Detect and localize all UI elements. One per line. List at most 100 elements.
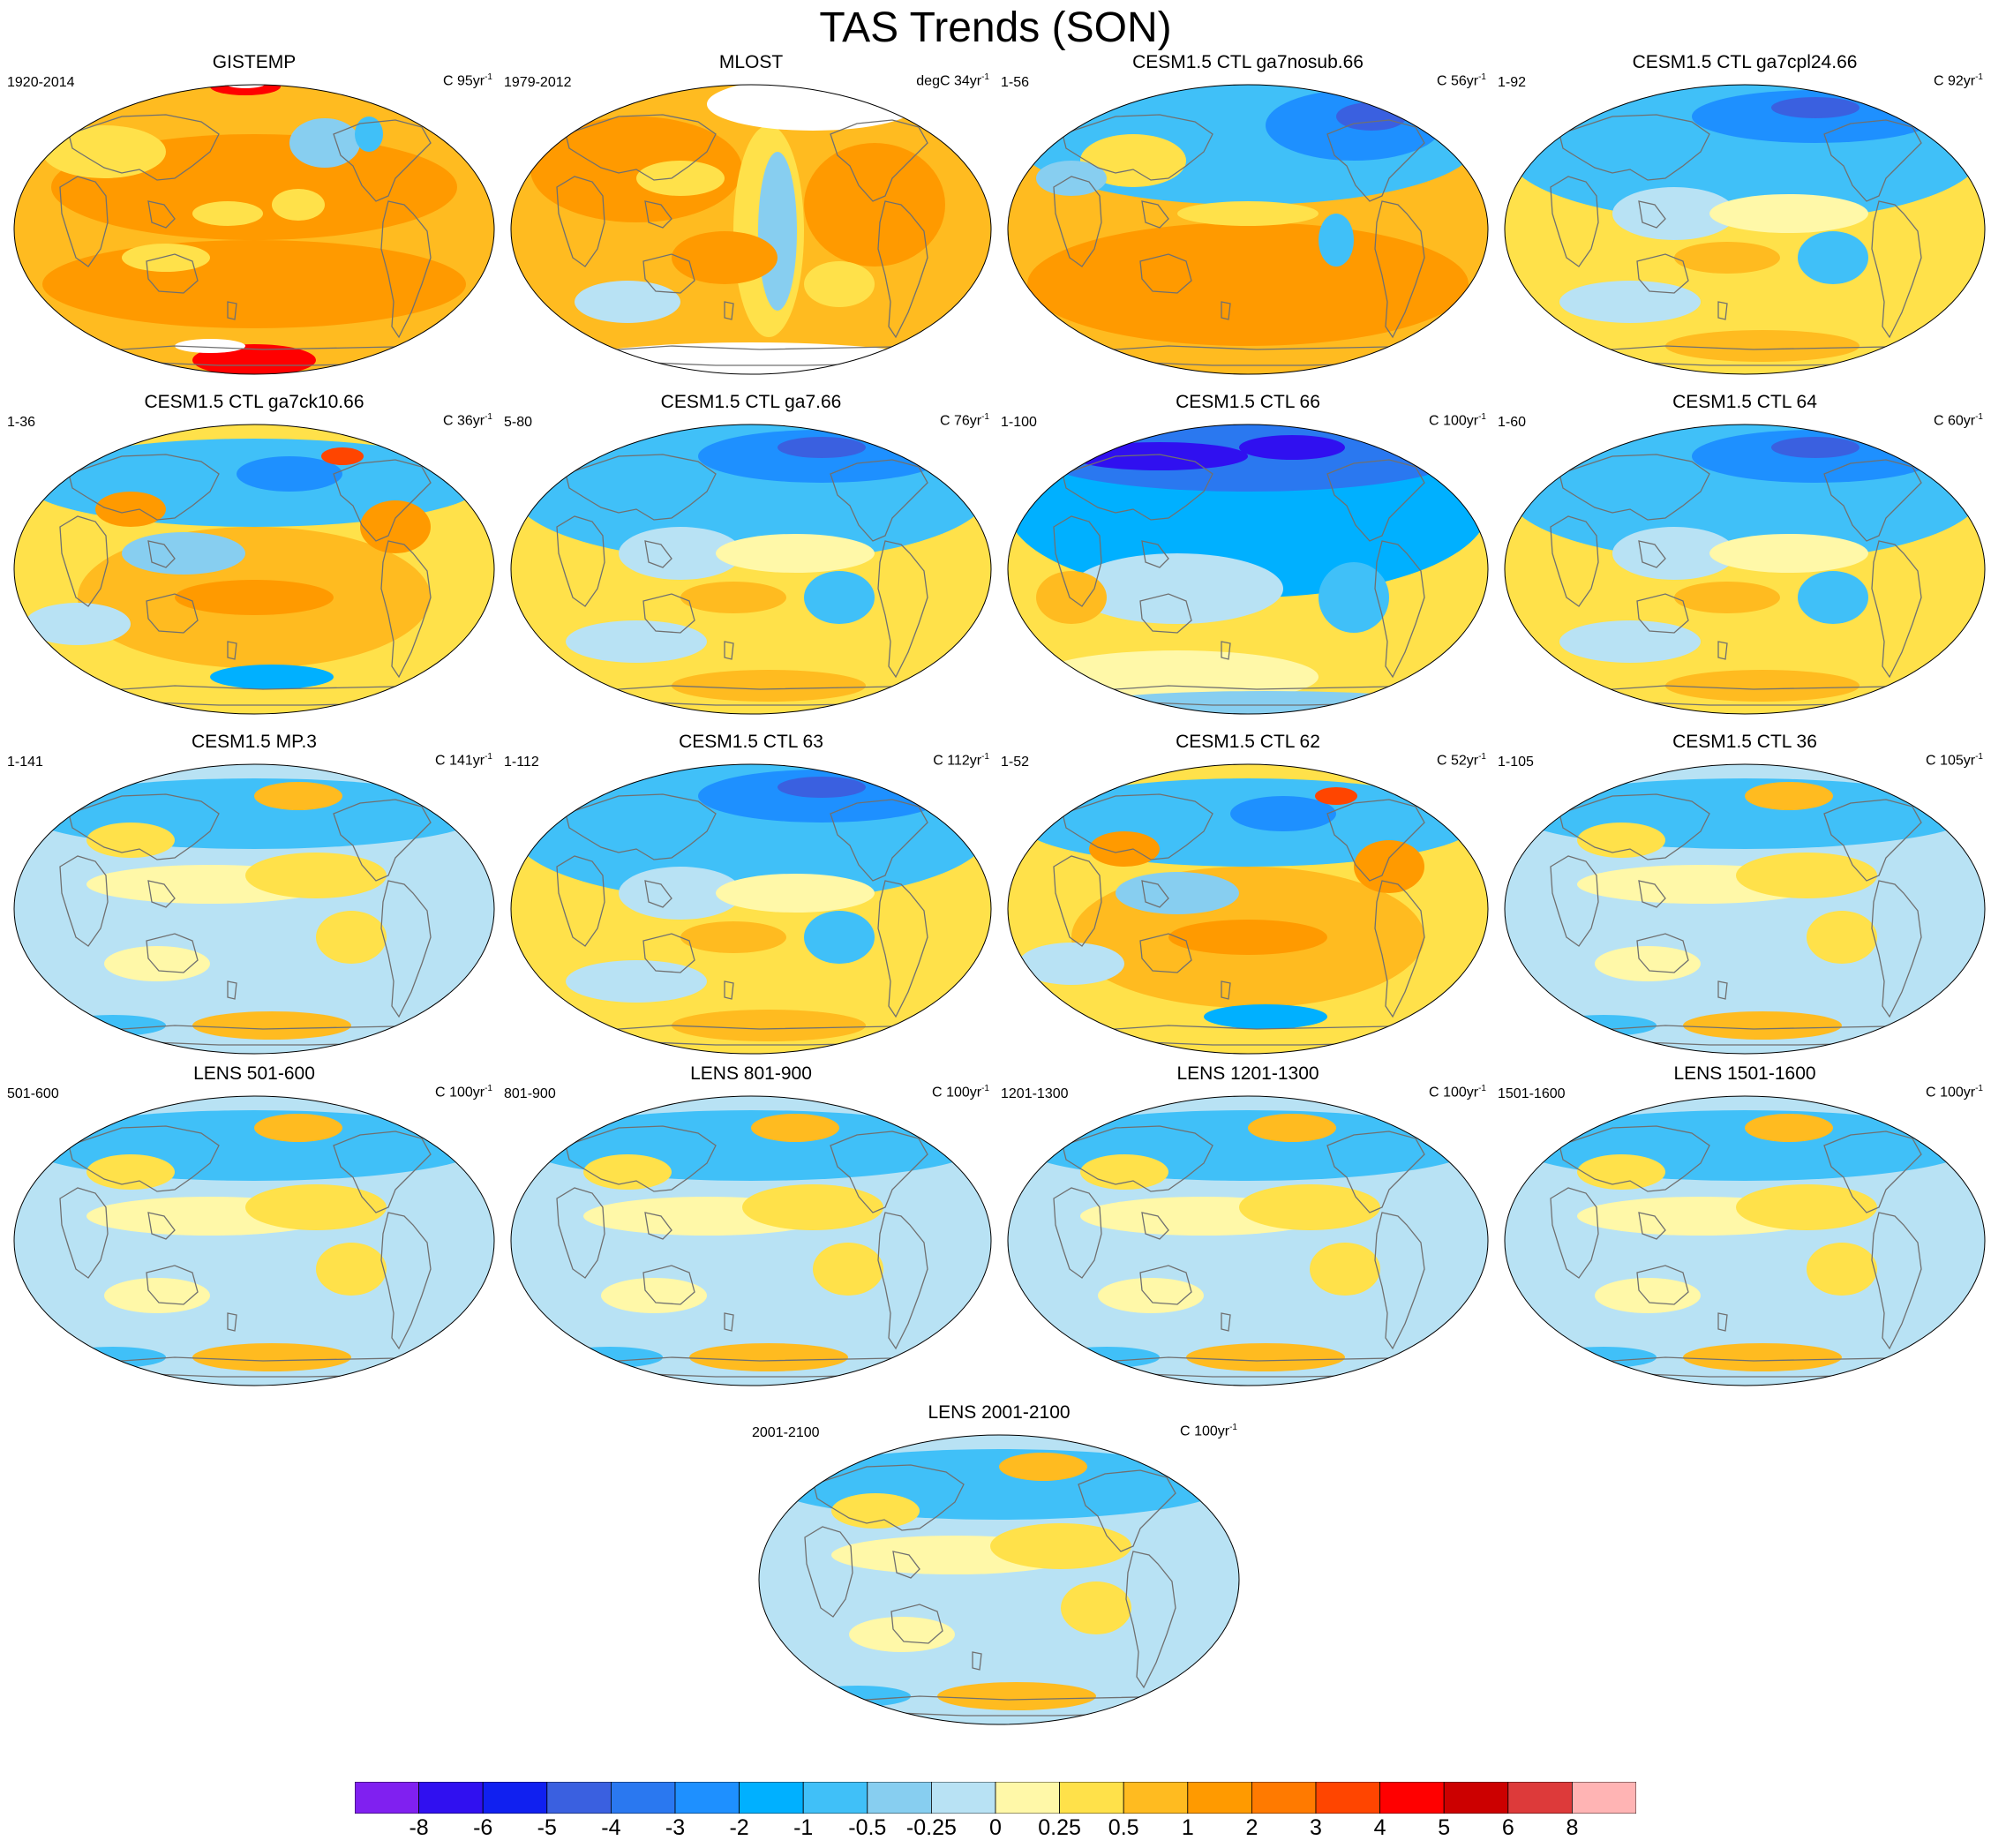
- per-unit-exponent: -1: [981, 1084, 989, 1093]
- trend-map: [1007, 763, 1489, 1055]
- trend-region: [1771, 97, 1860, 118]
- panel-period: 801-900: [504, 1086, 556, 1101]
- map-panel: CESM1.5 CTL ga7ck10.66 1-36 C 36yr-1: [7, 391, 501, 719]
- units-label: C: [1436, 753, 1447, 769]
- per-unit-exponent: -1: [981, 72, 989, 82]
- trend-region: [566, 620, 707, 663]
- colorbar-swatch: [1572, 1782, 1636, 1814]
- colorbar-tick-label: 0: [989, 1815, 1002, 1840]
- trend-region: [1612, 187, 1736, 240]
- colorbar-swatch: [1443, 1782, 1509, 1814]
- trend-region: [60, 1015, 166, 1036]
- trend-map: [510, 84, 992, 375]
- map-border: [13, 763, 495, 1055]
- trend-region: [360, 500, 431, 553]
- trend-region: [1027, 222, 1469, 346]
- colorbar-tick-label: 6: [1501, 1815, 1514, 1840]
- trend-region: [1665, 330, 1860, 362]
- trend-region: [1771, 437, 1860, 458]
- trend-region: [557, 1347, 663, 1368]
- panel-period: 5-80: [504, 415, 533, 430]
- trend-region: [1080, 1154, 1168, 1190]
- per-unit-exponent: -1: [1478, 412, 1486, 422]
- colorbar-tick-label: -2: [729, 1815, 749, 1840]
- trend-years: 105: [1940, 753, 1964, 769]
- trend-region: [272, 189, 325, 221]
- trend-region: [636, 161, 725, 196]
- map-border: [1007, 424, 1489, 715]
- trend-region: [831, 1493, 920, 1529]
- colorbar-swatch: [1187, 1782, 1252, 1814]
- panel-period: 1979-2012: [504, 75, 572, 90]
- map-panel: LENS 801-900 801-900 C 100yr-1: [504, 1063, 998, 1391]
- panel-units: C 60yr-1: [1934, 409, 1983, 430]
- panel-units: C 100yr-1: [435, 1080, 492, 1101]
- trend-map: [1504, 1095, 1986, 1386]
- trend-years: 60: [1947, 413, 1964, 429]
- panel-period: 1-105: [1498, 755, 1534, 770]
- per-unit-exponent: -1: [981, 412, 989, 422]
- panel-title: LENS 1501-1600: [1673, 1063, 1816, 1084]
- colorbar-tick-label: -4: [601, 1815, 621, 1840]
- panel-title: CESM1.5 CTL ga7cpl24.66: [1632, 52, 1858, 72]
- colorbar-tick-label: -1: [793, 1815, 814, 1840]
- colorbar-tick-label: -0.5: [848, 1815, 887, 1840]
- trend-map: [1504, 763, 1986, 1055]
- trend-region: [42, 240, 466, 328]
- units-label: C: [1180, 1424, 1191, 1439]
- trend-region: [1612, 527, 1736, 580]
- trend-region: [237, 456, 342, 492]
- panel-title: CESM1.5 CTL 64: [1672, 392, 1817, 412]
- trend-region: [1354, 840, 1424, 893]
- per-unit-exponent: -1: [485, 752, 492, 762]
- trend-years: 92: [1947, 73, 1964, 89]
- panel-title: LENS 2001-2100: [928, 1402, 1071, 1423]
- trend-region: [751, 1114, 839, 1142]
- per-unit-exponent: -1: [485, 412, 492, 422]
- trend-year-unit: yr: [1466, 753, 1479, 769]
- trend-region: [1559, 281, 1701, 323]
- panel-period: 1-100: [1001, 415, 1037, 430]
- trend-year-unit: yr: [472, 413, 485, 429]
- trend-region: [1674, 242, 1780, 274]
- trend-region: [804, 571, 875, 624]
- colorbar-swatch: [867, 1782, 932, 1814]
- trend-region: [566, 960, 707, 1003]
- colorbar-tick-label: 5: [1438, 1815, 1451, 1840]
- trend-region: [1736, 853, 1877, 898]
- trend-region: [1204, 1004, 1327, 1029]
- trend-map: [758, 1434, 1240, 1725]
- trend-region: [175, 580, 334, 615]
- trend-region: [680, 921, 786, 953]
- panel-units: C 100yr-1: [1429, 1080, 1486, 1101]
- map-border: [1504, 84, 1986, 375]
- trend-region: [583, 1154, 672, 1190]
- panel-period: 1-112: [504, 755, 539, 770]
- trend-map: [1504, 84, 1986, 375]
- trend-year-unit: yr: [472, 753, 485, 769]
- trend-region: [1665, 670, 1860, 702]
- trend-region: [25, 603, 131, 645]
- colorbar-swatch: [610, 1782, 676, 1814]
- trend-region: [1186, 1343, 1345, 1371]
- trend-region: [316, 911, 387, 964]
- units-label: C: [939, 413, 950, 429]
- panel-title: CESM1.5 CTL ga7nosub.66: [1132, 52, 1364, 72]
- trend-years: 100: [946, 1085, 970, 1101]
- units-label: degC: [916, 73, 950, 89]
- colorbar-tick-label: -6: [473, 1815, 493, 1840]
- units-label: C: [1933, 413, 1944, 429]
- coastlines: [59, 454, 494, 706]
- panel-period: 1-60: [1498, 415, 1527, 430]
- trend-region: [245, 1184, 387, 1230]
- panel-title: CESM1.5 CTL ga7ck10.66: [144, 392, 364, 412]
- missing-data-region: [175, 339, 245, 353]
- trend-region: [742, 1184, 883, 1230]
- map-border: [1504, 424, 1986, 715]
- panel-title: CESM1.5 CTL 66: [1176, 392, 1320, 412]
- trend-year-unit: yr: [1963, 1085, 1976, 1101]
- coastlines: [556, 454, 991, 706]
- trend-years: 100: [1194, 1424, 1218, 1439]
- map-panel: CESM1.5 CTL ga7nosub.66 1-56 C 56yr-1: [1001, 51, 1495, 379]
- trend-region: [1071, 442, 1248, 470]
